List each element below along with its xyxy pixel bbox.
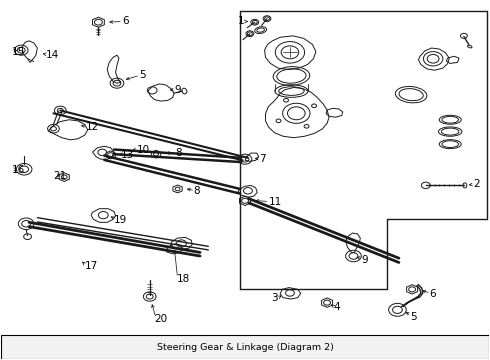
Text: 9: 9 (361, 255, 368, 265)
Text: 8: 8 (175, 148, 182, 158)
Text: 9: 9 (174, 85, 181, 95)
Text: 5: 5 (410, 312, 417, 322)
Text: 10: 10 (137, 144, 149, 154)
Text: 20: 20 (155, 314, 168, 324)
Text: 3: 3 (271, 293, 278, 303)
Text: 5: 5 (139, 70, 146, 80)
Text: 17: 17 (85, 261, 98, 271)
Text: 13: 13 (121, 150, 134, 160)
Text: 4: 4 (333, 302, 340, 312)
Text: Steering Gear & Linkage (Diagram 2): Steering Gear & Linkage (Diagram 2) (157, 343, 333, 352)
Text: 18: 18 (176, 274, 190, 284)
Bar (0, 335, 490, 359)
Text: 12: 12 (86, 122, 99, 132)
Text: 14: 14 (46, 50, 59, 60)
Text: 21: 21 (53, 171, 67, 181)
Text: 15: 15 (11, 46, 24, 57)
Text: 1: 1 (237, 17, 244, 27)
Text: 16: 16 (11, 165, 24, 175)
Text: 7: 7 (259, 154, 265, 164)
Text: 19: 19 (114, 215, 127, 225)
Text: 11: 11 (269, 197, 282, 207)
Text: 2: 2 (474, 179, 480, 189)
Text: 6: 6 (122, 17, 128, 27)
Text: 6: 6 (430, 289, 436, 299)
Text: 8: 8 (194, 186, 200, 197)
